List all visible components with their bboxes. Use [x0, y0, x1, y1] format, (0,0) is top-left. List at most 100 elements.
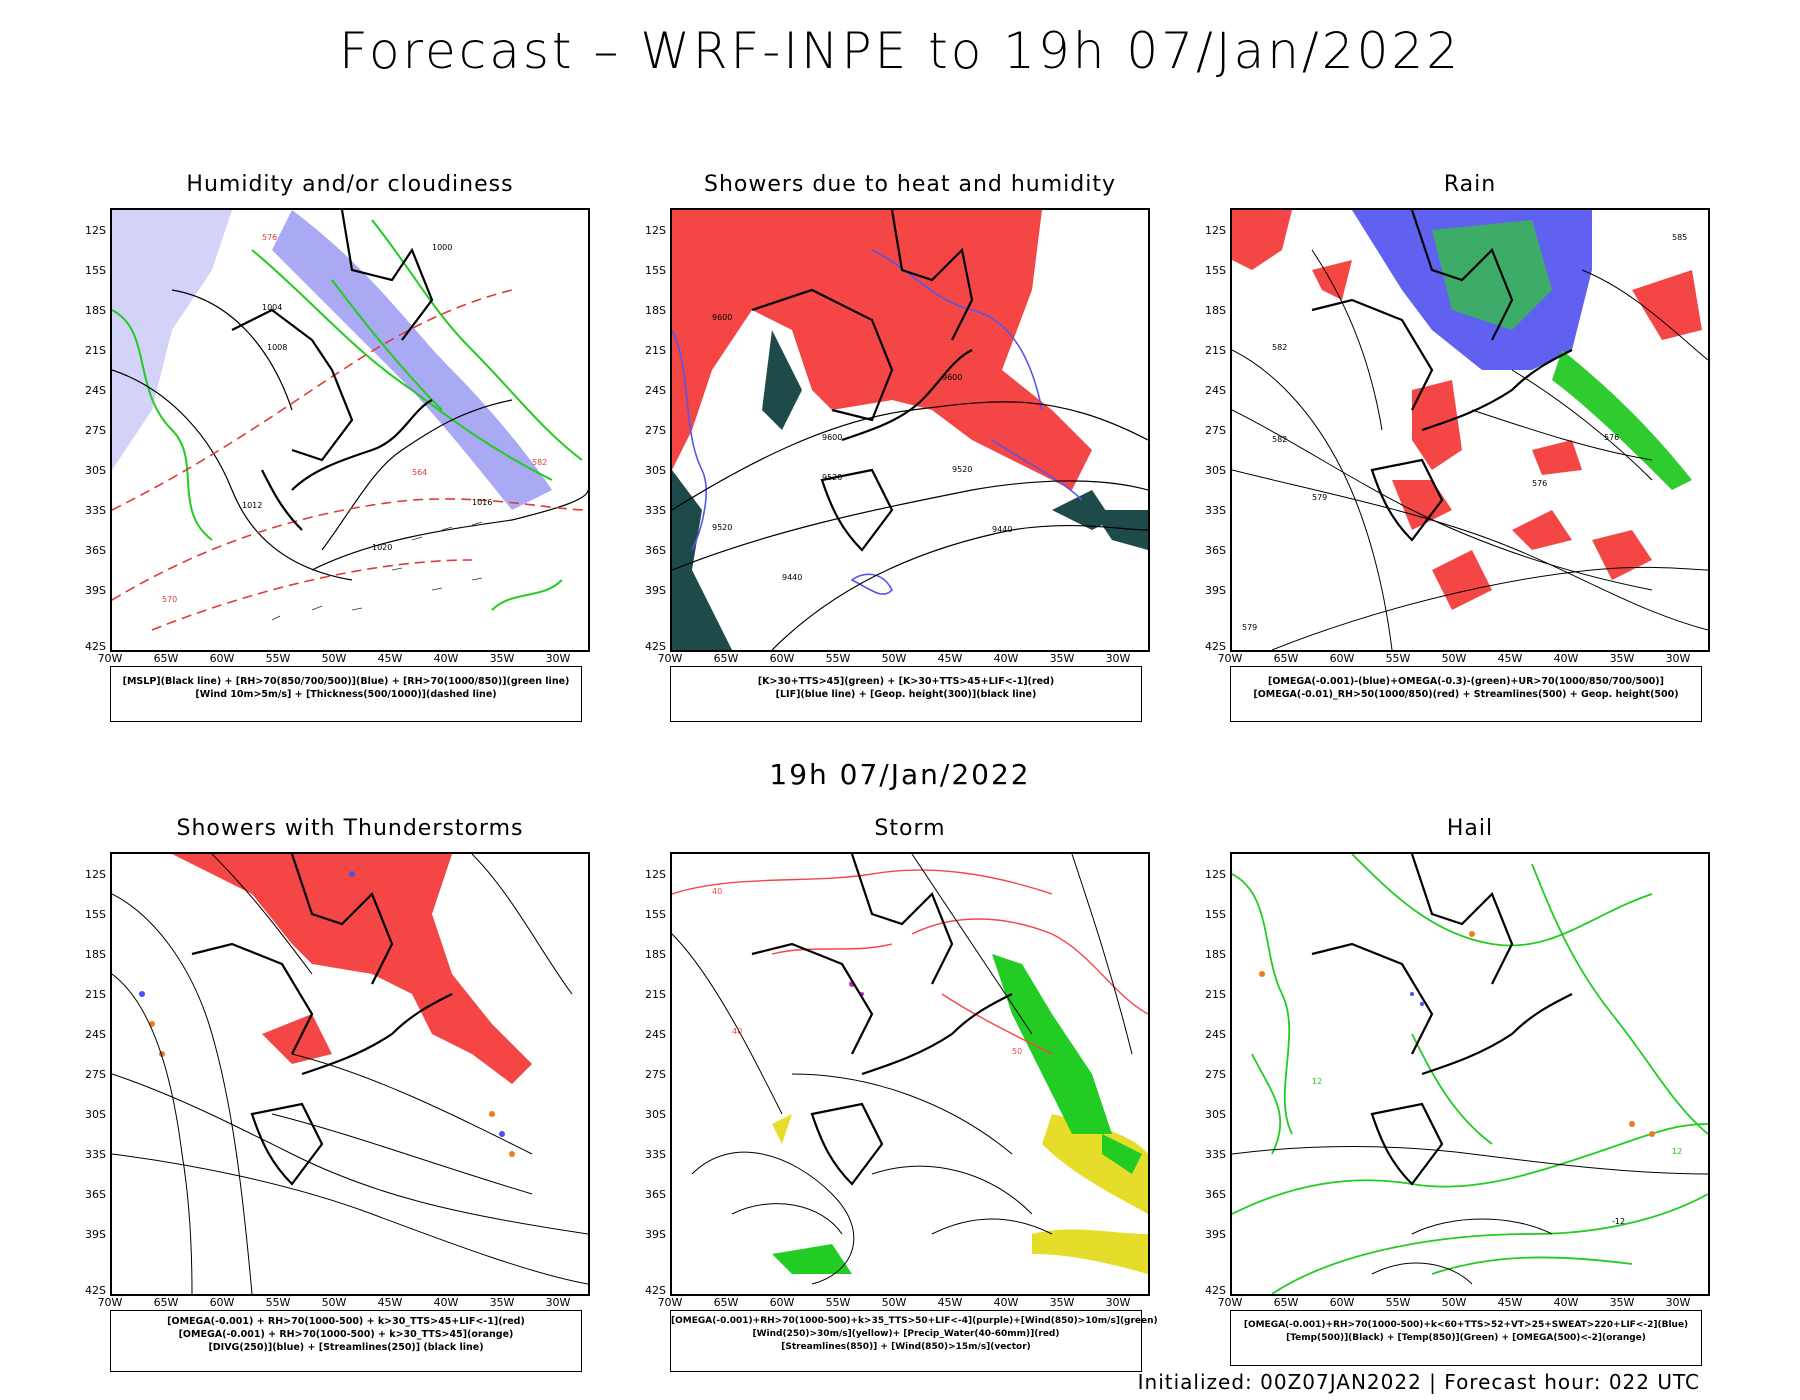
latitude-tick-label: 30S [645, 464, 666, 477]
longitude-tick-label: 50W [321, 1296, 347, 1309]
latitude-tick-label: 42S [85, 1284, 106, 1297]
latitude-tick-label: 27S [1205, 1068, 1226, 1081]
longitude-tick-label: 40W [433, 652, 459, 665]
latitude-tick-label: 36S [645, 544, 666, 557]
longitude-tick-label: 70W [1217, 1296, 1243, 1309]
latitude-tick-label: 36S [645, 1188, 666, 1201]
legend-line: [OMEGA(-0.001)-(blue)+OMEGA(-0.3)-(green… [1268, 676, 1664, 687]
contour-label: 579 [1312, 493, 1327, 502]
latitude-tick-label: 33S [85, 504, 106, 517]
latitude-tick-label: 15S [645, 264, 666, 277]
map-rain[interactable]: 585 582 582 579 579 576 576 [1230, 208, 1710, 652]
latitude-tick-label: 12S [645, 224, 666, 237]
contour-label: 9520 [952, 465, 972, 474]
contour-label: 570 [162, 595, 177, 604]
latitude-tick-label: 24S [645, 1028, 666, 1041]
latitude-tick-label: 21S [1205, 344, 1226, 357]
longitude-tick-label: 55W [825, 652, 851, 665]
latitude-tick-label: 18S [85, 948, 106, 961]
latitude-tick-label: 27S [85, 1068, 106, 1081]
longitude-tick-label: 65W [153, 1296, 179, 1309]
contour-label: 585 [1672, 233, 1687, 242]
latitude-tick-label: 24S [1205, 1028, 1226, 1041]
longitude-tick-label: 35W [489, 1296, 515, 1309]
legend-line: [OMEGA(-0.01)_RH>50(1000/850)(red) + Str… [1253, 689, 1679, 700]
latitude-tick-label: 18S [645, 948, 666, 961]
map-showers-heat[interactable]: 9600 9600 9600 9520 9520 9520 9440 9440 [670, 208, 1150, 652]
legend-thunderstorms: [OMEGA(-0.001) + RH>70(1000-500) + k>30_… [110, 1310, 582, 1372]
contour-label: 582 [1272, 435, 1287, 444]
latitude-tick-label: 39S [645, 584, 666, 597]
panel-title: Rain [1443, 172, 1497, 197]
latitude-tick-label: 21S [645, 344, 666, 357]
latitude-tick-label: 27S [85, 424, 106, 437]
longitude-tick-label: 55W [265, 1296, 291, 1309]
latitude-tick-label: 12S [85, 224, 106, 237]
latitude-tick-label: 12S [1205, 868, 1226, 881]
latitude-tick-label: 42S [1205, 1284, 1226, 1297]
contour-label: 582 [1272, 343, 1287, 352]
latitude-tick-label: 18S [1205, 948, 1226, 961]
latitude-tick-label: 36S [1205, 1188, 1226, 1201]
latitude-tick-label: 30S [1205, 1108, 1226, 1121]
latitude-tick-label: 12S [645, 868, 666, 881]
longitude-tick-label: 40W [993, 1296, 1019, 1309]
main-title: Forecast – WRF-INPE to 19h 07/Jan/2022 [338, 22, 1462, 80]
longitude-tick-label: 65W [713, 1296, 739, 1309]
latitude-tick-label: 39S [85, 584, 106, 597]
longitude-tick-label: 60W [1329, 652, 1355, 665]
contour-label: 12 [1672, 1147, 1682, 1156]
latitude-tick-label: 42S [85, 640, 106, 653]
map-storm[interactable]: 40 40 50 [670, 852, 1150, 1296]
longitude-tick-label: 55W [265, 652, 291, 665]
legend-hail: [OMEGA(-0.001)+RH>70(1000-500)+k<60+TTS>… [1230, 1310, 1702, 1366]
contour-label: 9600 [712, 313, 732, 322]
legend-line: [Streamlines(850)] + [Wind(850)>15m/s](v… [781, 1342, 1031, 1352]
longitude-tick-label: 45W [1497, 1296, 1523, 1309]
subtitle: 19h 07/Jan/2022 [769, 758, 1031, 791]
longitude-tick-label: 70W [657, 1296, 683, 1309]
contour-label: 12 [1312, 1077, 1322, 1086]
latitude-tick-label: 33S [1205, 1148, 1226, 1161]
contour-label: 576 [262, 233, 277, 242]
longitude-tick-label: 50W [881, 652, 907, 665]
longitude-tick-label: 50W [321, 652, 347, 665]
latitude-tick-label: 30S [645, 1108, 666, 1121]
contour-label: 576 [1532, 479, 1547, 488]
contour-label: 564 [412, 468, 427, 477]
legend-line: [OMEGA(-0.001)+RH>70(1000-500)+k<60+TTS>… [1243, 1320, 1689, 1330]
longitude-tick-label: 40W [433, 1296, 459, 1309]
map-humidity[interactable]: 1004 1008 1012 1016 1020 1000 576 570 56… [110, 208, 590, 652]
longitude-tick-label: 35W [1049, 1296, 1075, 1309]
panel-title: Humidity and/or cloudiness [186, 172, 514, 197]
legend-line: [MSLP](Black line) + [RH>70(850/700/500)… [122, 676, 570, 687]
latitude-tick-label: 42S [645, 1284, 666, 1297]
longitude-tick-label: 35W [1609, 1296, 1635, 1309]
longitude-tick-label: 65W [713, 652, 739, 665]
longitude-tick-label: 55W [1385, 652, 1411, 665]
contour-label: -12 [1612, 1217, 1625, 1226]
legend-showers-heat: [K>30+TTS>45](green) + [K>30+TTS>45+LIF<… [670, 666, 1142, 722]
latitude-tick-label: 33S [645, 1148, 666, 1161]
contour-label: 1004 [262, 303, 282, 312]
map-hail[interactable]: 12 12 -12 [1230, 852, 1710, 1296]
legend-storm: [OMEGA(-0.001)+RH>70(1000-500)+k>35_TTS>… [670, 1310, 1158, 1372]
legend-line: [Wind(250)>30m/s](yellow)+ [Precip_Water… [752, 1329, 1060, 1339]
legend-line: [OMEGA(-0.001) + RH>70(1000-500) + k>30_… [167, 1316, 525, 1327]
longitude-tick-label: 60W [209, 1296, 235, 1309]
latitude-tick-label: 39S [645, 1228, 666, 1241]
latitude-tick-label: 18S [1205, 304, 1226, 317]
latitude-tick-label: 36S [1205, 544, 1226, 557]
latitude-tick-label: 21S [85, 988, 106, 1001]
longitude-tick-label: 35W [1609, 652, 1635, 665]
longitude-tick-label: 45W [377, 652, 403, 665]
contour-label: 1016 [472, 498, 492, 507]
map-thunderstorms[interactable] [110, 852, 590, 1296]
latitude-tick-label: 18S [645, 304, 666, 317]
latitude-tick-label: 36S [85, 544, 106, 557]
contour-label: 9600 [822, 433, 842, 442]
panel-title: Showers with Thunderstorms [176, 816, 524, 841]
longitude-tick-label: 65W [1273, 652, 1299, 665]
latitude-tick-label: 15S [645, 908, 666, 921]
panel-title: Hail [1446, 816, 1494, 841]
